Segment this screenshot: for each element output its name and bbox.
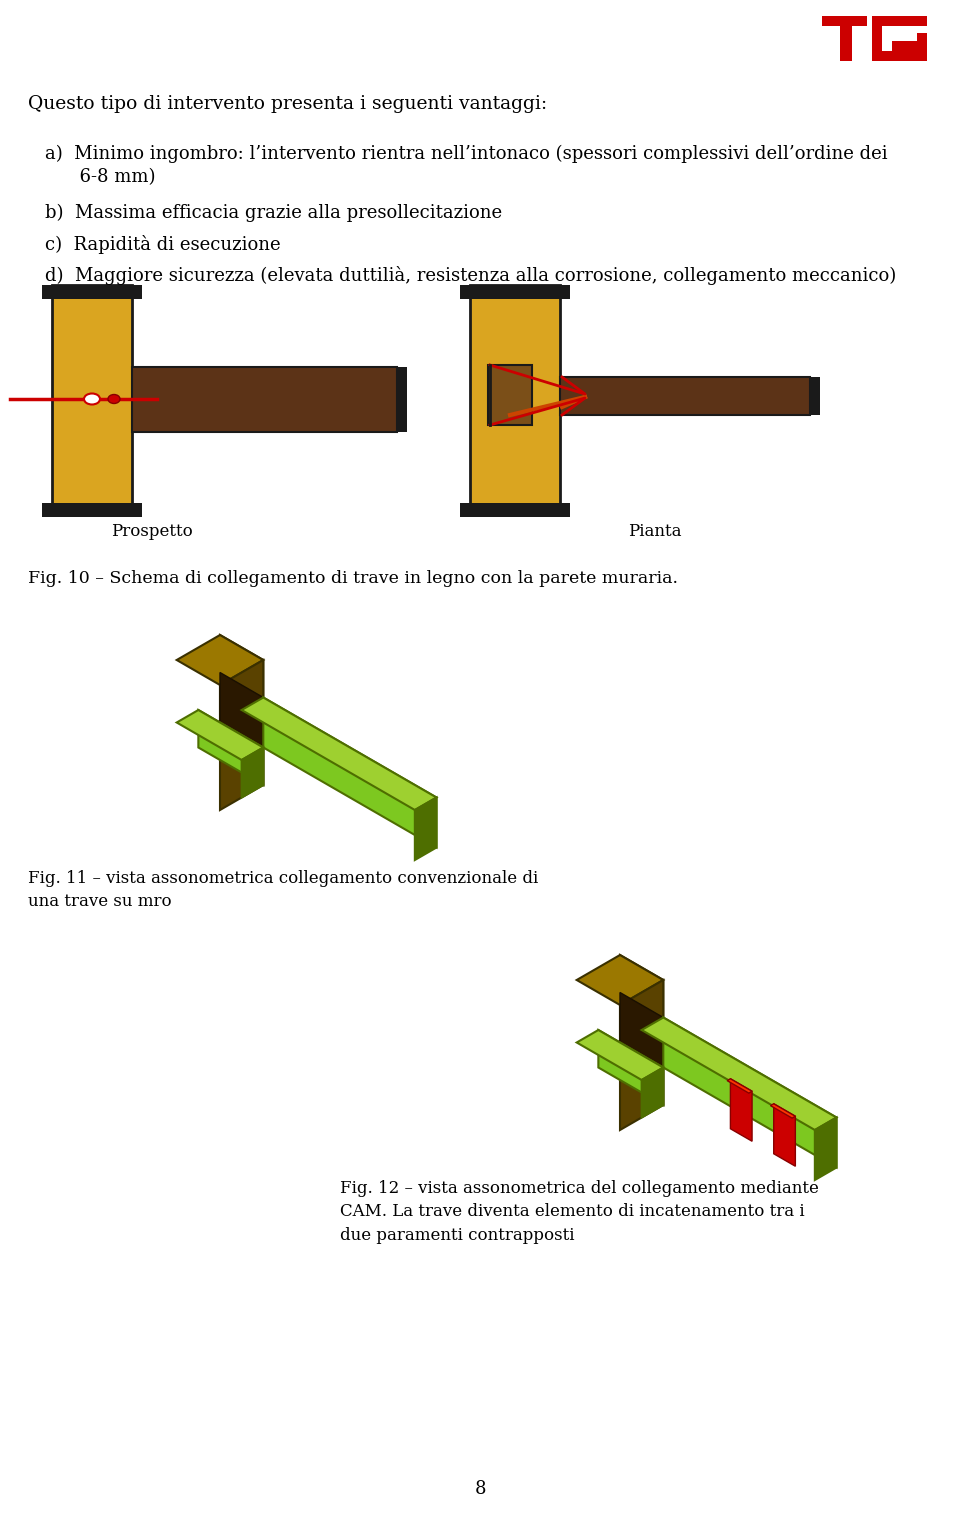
Text: Questo tipo di intervento presenta i seguenti vantaggi:: Questo tipo di intervento presenta i seg… [28, 95, 547, 114]
Bar [822, 17, 867, 26]
Text: Fig. 11 – vista assonometrica collegamento convenzionale di
una trave su mro: Fig. 11 – vista assonometrica collegamen… [28, 871, 539, 910]
Text: Pianta: Pianta [628, 522, 682, 540]
Polygon shape [620, 993, 663, 1067]
Polygon shape [577, 955, 663, 1005]
Text: Prospetto: Prospetto [111, 522, 193, 540]
Polygon shape [242, 698, 437, 810]
Polygon shape [220, 634, 263, 784]
Polygon shape [199, 710, 263, 784]
Polygon shape [815, 1117, 836, 1179]
Bar [132, 366, 397, 431]
Polygon shape [641, 1017, 836, 1129]
Bar [470, 285, 560, 515]
Bar [840, 17, 852, 61]
Polygon shape [220, 672, 263, 748]
Bar [917, 33, 927, 61]
Bar [872, 17, 882, 61]
Polygon shape [774, 1104, 796, 1166]
Text: Fig. 10 – Schema di collegamento di trave in legno con la parete muraria.: Fig. 10 – Schema di collegamento di trav… [28, 569, 678, 587]
Bar [460, 503, 570, 516]
Bar [892, 41, 927, 51]
Ellipse shape [84, 394, 100, 404]
Ellipse shape [108, 395, 120, 404]
Polygon shape [263, 698, 437, 848]
Bar [560, 377, 810, 415]
Text: d)  Maggiore sicurezza (elevata duttilià, resistenza alla corrosione, collegamen: d) Maggiore sicurezza (elevata duttilià,… [45, 266, 897, 285]
Bar [488, 365, 532, 425]
Bar [52, 285, 132, 515]
Polygon shape [242, 748, 263, 798]
Polygon shape [620, 980, 663, 1129]
Bar [397, 366, 407, 431]
Bar [872, 17, 927, 26]
Polygon shape [663, 1017, 836, 1167]
Polygon shape [620, 955, 663, 1105]
Polygon shape [415, 798, 437, 860]
Text: c)  Rapidità di esecuzione: c) Rapidità di esecuzione [45, 235, 280, 254]
Polygon shape [641, 1067, 663, 1117]
Polygon shape [577, 1030, 663, 1079]
Bar [872, 51, 927, 61]
Polygon shape [731, 1079, 752, 1142]
Bar [42, 285, 142, 298]
Bar [822, 26, 840, 61]
Polygon shape [598, 1030, 663, 1105]
Text: a)  Minimo ingombro: l’intervento rientra nell’intonaco (spessori complessivi de: a) Minimo ingombro: l’intervento rientra… [45, 145, 888, 186]
Bar [42, 503, 142, 516]
Polygon shape [727, 1079, 752, 1093]
Polygon shape [177, 634, 263, 684]
Polygon shape [771, 1104, 796, 1119]
Polygon shape [220, 660, 263, 810]
Text: b)  Massima efficacia grazie alla presollecitazione: b) Massima efficacia grazie alla presoll… [45, 204, 502, 223]
Text: 8: 8 [474, 1481, 486, 1497]
Text: Fig. 12 – vista assonometrica del collegamento mediante
CAM. La trave diventa el: Fig. 12 – vista assonometrica del colleg… [340, 1179, 819, 1245]
Polygon shape [177, 710, 263, 760]
Bar [810, 377, 820, 415]
Bar [460, 285, 570, 298]
